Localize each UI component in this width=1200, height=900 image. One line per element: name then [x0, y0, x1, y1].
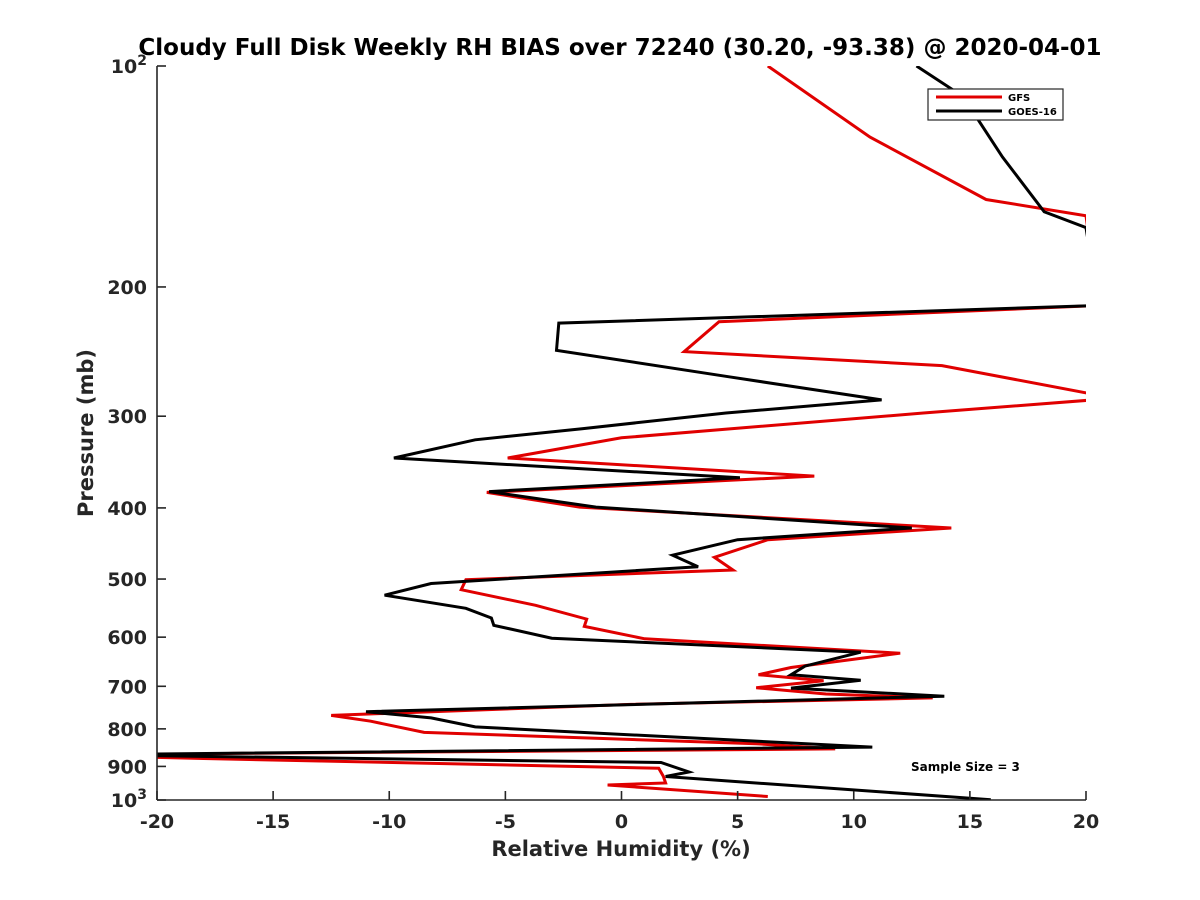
- x-tick-label: 15: [957, 811, 983, 833]
- x-ticks: -20 -15 -10 -5 0 5 10 15 20: [140, 791, 1099, 833]
- chart-title: Cloudy Full Disk Weekly RH BIAS over 722…: [138, 35, 1101, 61]
- y-axis-label: Pressure (mb): [74, 349, 98, 517]
- x-tick-label: 10: [841, 811, 867, 833]
- legend-label-goes16: GOES-16: [1008, 107, 1057, 118]
- y-tick-label: 700: [107, 676, 147, 698]
- series-layer: [157, 66, 1086, 800]
- x-tick-label: -20: [140, 811, 174, 833]
- x-tick-label: 0: [615, 811, 628, 833]
- x-tick-label: -5: [495, 811, 516, 833]
- y-tick-label: 800: [107, 719, 147, 741]
- y-tick-label: 500: [107, 569, 147, 591]
- series-line-gfs: [157, 66, 1086, 798]
- x-tick-label: -10: [372, 811, 406, 833]
- x-tick-label: 5: [731, 811, 744, 833]
- y-tick-label: 300: [107, 406, 147, 428]
- y-tick-label: 400: [107, 498, 147, 520]
- sample-size-annotation: Sample Size = 3: [911, 760, 1020, 774]
- x-tick-label: -15: [256, 811, 290, 833]
- series-line-goes16: [157, 66, 1086, 800]
- y-tick-label: 200: [107, 277, 147, 299]
- y-tick-label: 103: [111, 787, 147, 812]
- y-tick-label: 900: [107, 756, 147, 778]
- y-tick-label: 102: [111, 53, 147, 78]
- x-tick-label: 20: [1073, 811, 1099, 833]
- axes-layer: [156, 66, 1086, 801]
- legend: GFS GOES-16: [927, 88, 1064, 121]
- legend-box: [927, 88, 1064, 121]
- y-ticks: 102 200 300 400 500 600 700 800 900 103: [107, 53, 166, 812]
- y-tick-label: 600: [107, 627, 147, 649]
- legend-label-gfs: GFS: [1008, 93, 1030, 104]
- x-axis-label: Relative Humidity (%): [491, 837, 750, 861]
